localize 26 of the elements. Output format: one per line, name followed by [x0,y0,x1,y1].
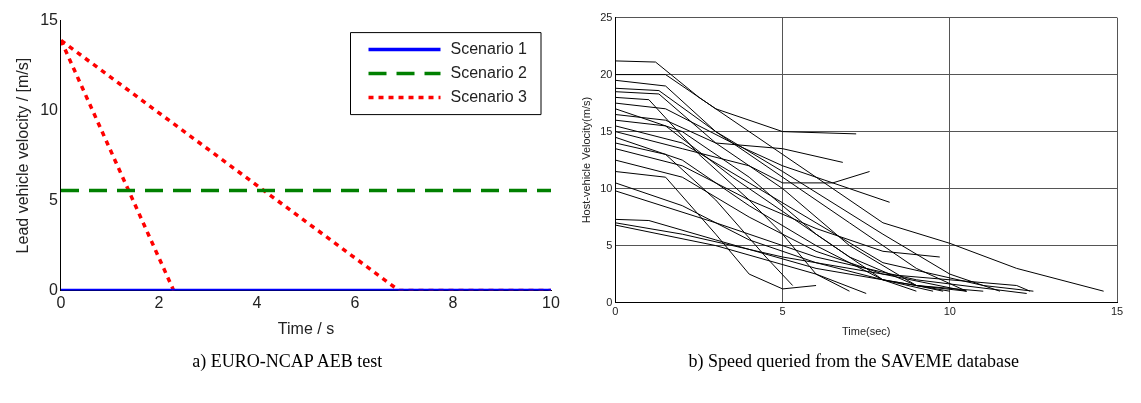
y-tick-label: 5 [48,191,58,209]
x-axis-title: Time / s [277,319,334,337]
x-tick-label: 4 [252,293,262,311]
y-tick-label: 15 [39,11,58,29]
x-tick-label: 15 [1111,305,1124,318]
text: a) EURO-NCAP AEB test [192,351,383,372]
x-tick-label: 6 [350,293,360,311]
y-tick-label: 25 [600,10,613,23]
y-axis-title: Lead vehicle velocity / [m/s] [13,57,31,254]
x-tick-label: 10 [541,293,560,311]
x-tick-label: 8 [448,293,458,311]
y-tick-label: 10 [39,101,58,119]
text: b) Speed queried from the SAVEME database [688,351,1020,372]
legend-label: Scenario 1 [450,40,527,58]
x-tick-label: 5 [779,305,786,318]
y-tick-label: 20 [600,67,613,80]
y-tick-label: 0 [48,281,58,299]
y-tick-label: 10 [600,181,613,194]
x-tick-label: 2 [154,293,164,311]
y-tick-label: 15 [600,124,613,137]
x-axis-title: Time(sec) [842,325,891,338]
y-axis-title: Host-vehicle Velocity(m/s) [579,96,592,224]
x-tick-label: 10 [943,305,957,318]
legend-label: Scenario 3 [450,88,527,106]
y-tick-label: 5 [606,238,613,251]
legend-label: Scenario 2 [450,64,527,82]
